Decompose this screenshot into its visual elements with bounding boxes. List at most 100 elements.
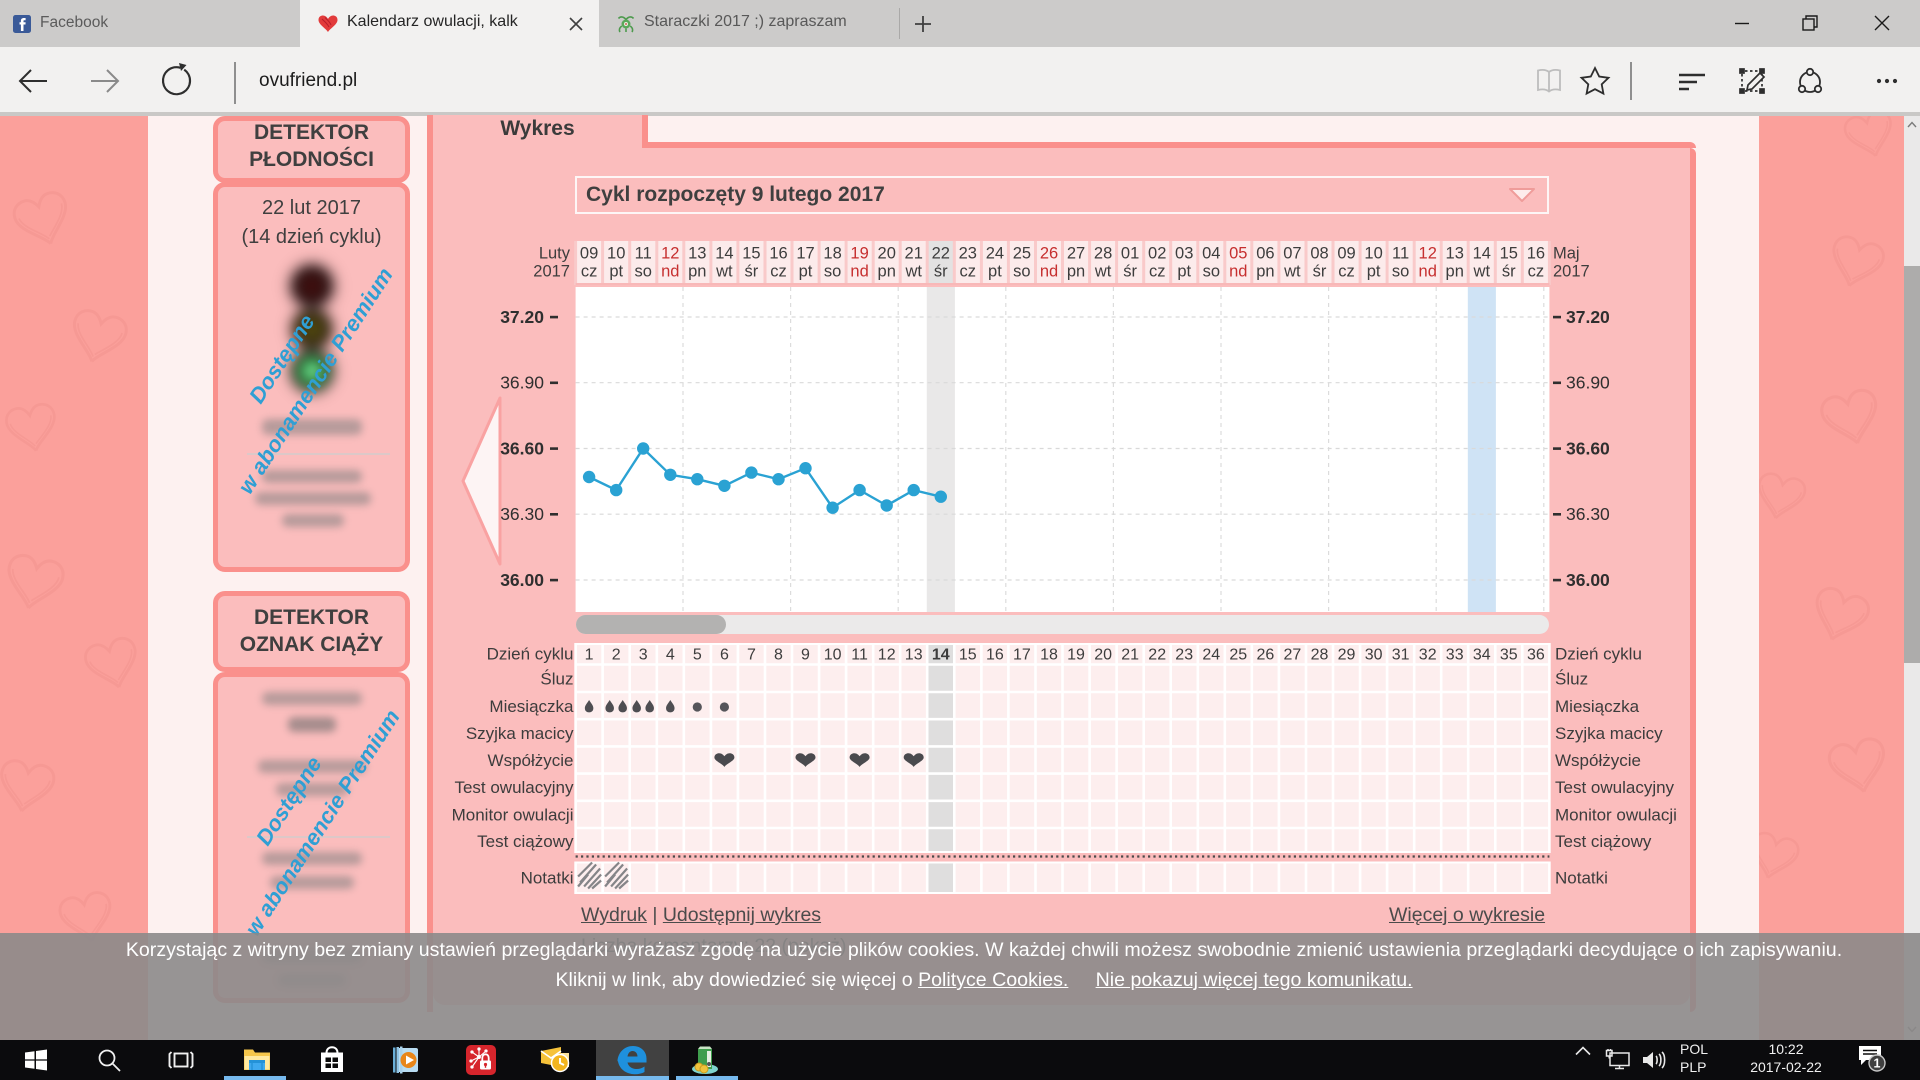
svg-text:2017: 2017 [533,263,570,281]
svg-text:21: 21 [905,245,923,263]
svg-text:09: 09 [580,245,598,263]
svg-text:pt: pt [1367,263,1381,281]
svg-text:7: 7 [747,647,756,664]
svg-text:04: 04 [1202,245,1220,263]
svg-text:Luty: Luty [539,245,571,263]
svg-text:Szyjka macicy: Szyjka macicy [1555,724,1663,743]
svg-text:17: 17 [796,245,814,263]
svg-text:13: 13 [905,647,923,664]
svg-text:wt: wt [1094,263,1112,281]
svg-text:21: 21 [1121,647,1139,664]
svg-text:26: 26 [1040,245,1058,263]
svg-text:36.60: 36.60 [1566,439,1610,459]
svg-text:nd: nd [1419,263,1437,281]
svg-text:13: 13 [688,245,706,263]
svg-text:28: 28 [1094,245,1112,263]
svg-text:nd: nd [850,263,868,281]
svg-text:cz: cz [960,263,977,281]
svg-text:Test ciążowy: Test ciążowy [477,832,574,851]
svg-text:2: 2 [612,647,621,664]
svg-text:07: 07 [1283,245,1301,263]
svg-text:pt: pt [609,263,623,281]
svg-text:24: 24 [986,245,1004,263]
svg-text:Test owulacyjny: Test owulacyjny [1555,778,1675,797]
svg-text:17: 17 [1013,647,1031,664]
svg-text:37.20: 37.20 [500,307,544,327]
svg-text:37.20: 37.20 [1566,307,1610,327]
svg-text:Test owulacyjny: Test owulacyjny [454,778,574,797]
svg-text:27: 27 [1284,647,1302,664]
svg-text:36.30: 36.30 [500,504,544,524]
svg-text:03: 03 [1175,245,1193,263]
svg-text:so: so [634,263,651,281]
svg-text:3: 3 [639,647,648,664]
svg-text:Notatki: Notatki [1555,869,1608,888]
svg-text:śr: śr [1123,263,1137,281]
svg-text:Współżycie: Współżycie [1555,751,1641,770]
svg-text:23: 23 [959,245,977,263]
svg-text:śr: śr [934,263,948,281]
svg-text:śr: śr [1502,263,1516,281]
svg-text:cz: cz [1528,263,1545,281]
svg-text:36: 36 [1527,647,1545,664]
svg-text:36.30: 36.30 [1566,504,1610,524]
svg-text:cz: cz [1338,263,1355,281]
svg-text:31: 31 [1392,647,1410,664]
svg-text:11: 11 [851,647,868,664]
svg-text:5: 5 [693,647,702,664]
svg-text:05: 05 [1229,245,1247,263]
svg-text:16: 16 [769,245,787,263]
svg-text:pn: pn [688,263,706,281]
svg-text:wt: wt [1473,263,1491,281]
svg-text:śr: śr [1313,263,1327,281]
svg-text:wt: wt [715,263,733,281]
svg-text:20: 20 [878,245,896,263]
svg-text:Monitor owulacji: Monitor owulacji [452,806,574,825]
svg-text:19: 19 [1067,647,1085,664]
svg-text:36.00: 36.00 [500,570,544,590]
svg-text:19: 19 [850,245,868,263]
svg-text:02: 02 [1148,245,1166,263]
svg-text:9: 9 [801,647,810,664]
svg-text:pn: pn [1067,263,1085,281]
svg-text:15: 15 [1500,245,1518,263]
svg-text:22: 22 [932,245,950,263]
svg-text:14: 14 [1473,245,1491,263]
svg-text:Śluz: Śluz [540,670,573,689]
svg-text:09: 09 [1337,245,1355,263]
svg-text:Test ciążowy: Test ciążowy [1555,832,1652,851]
svg-text:28: 28 [1311,647,1329,664]
svg-text:wt: wt [1283,263,1301,281]
svg-text:11: 11 [1392,245,1409,263]
svg-text:11: 11 [635,245,652,263]
svg-text:14: 14 [932,647,950,664]
svg-text:01: 01 [1121,245,1139,263]
svg-text:cz: cz [581,263,598,281]
svg-text:nd: nd [661,263,679,281]
svg-text:33: 33 [1446,647,1464,664]
svg-text:nd: nd [1229,263,1247,281]
svg-text:śr: śr [745,263,759,281]
svg-text:Współżycie: Współżycie [488,751,574,770]
svg-text:Maj: Maj [1553,245,1580,263]
svg-text:36.90: 36.90 [1566,373,1610,393]
svg-text:pn: pn [1256,263,1274,281]
svg-text:34: 34 [1473,647,1491,664]
svg-text:nd: nd [1040,263,1058,281]
svg-text:12: 12 [1419,245,1437,263]
svg-text:10: 10 [607,245,625,263]
svg-text:wt: wt [904,263,922,281]
svg-text:25: 25 [1013,245,1031,263]
svg-text:Dzień cyklu: Dzień cyklu [487,645,574,664]
svg-text:pt: pt [1177,263,1191,281]
svg-text:Dzień cyklu: Dzień cyklu [1555,645,1642,664]
svg-text:16: 16 [1527,245,1545,263]
svg-text:6: 6 [720,647,729,664]
svg-text:10: 10 [1364,245,1382,263]
svg-text:cz: cz [770,263,787,281]
svg-text:29: 29 [1338,647,1356,664]
svg-text:35: 35 [1500,647,1518,664]
svg-text:pt: pt [799,263,813,281]
svg-text:Miesiączka: Miesiączka [489,697,574,716]
svg-text:18: 18 [1040,647,1058,664]
